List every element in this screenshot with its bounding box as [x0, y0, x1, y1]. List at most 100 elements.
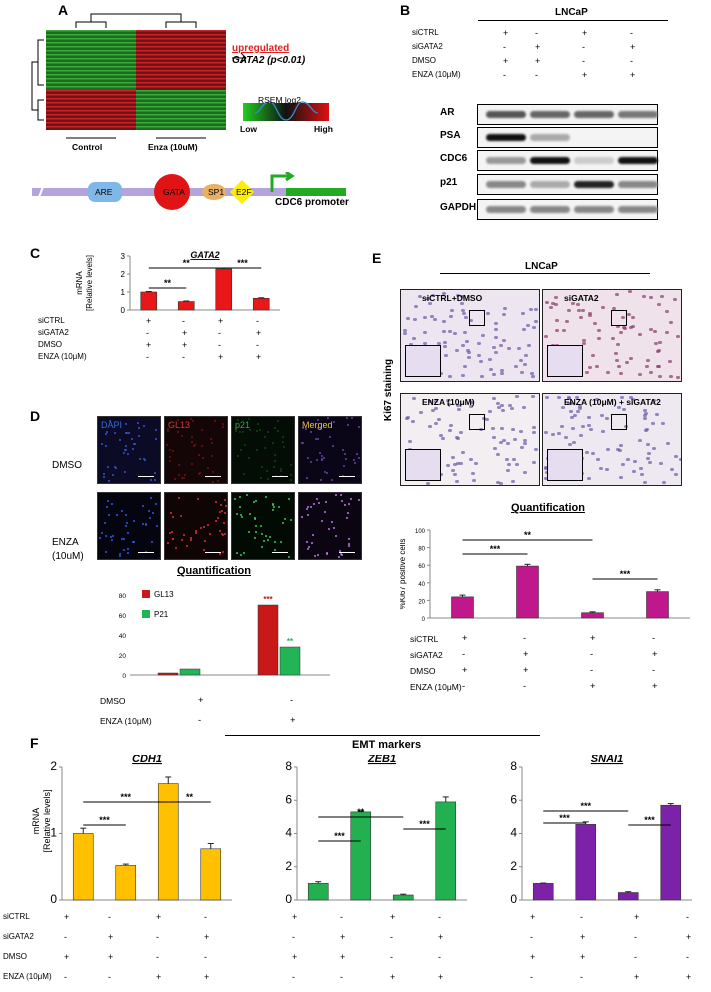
cell-dot	[358, 499, 361, 502]
condition-sign: -	[218, 340, 221, 350]
cell-dot	[142, 457, 145, 460]
cell-dot	[148, 509, 151, 512]
condition-sign: +	[292, 912, 298, 922]
cell-nucleus	[469, 458, 474, 462]
cell-nucleus	[460, 309, 465, 313]
bar	[307, 883, 329, 901]
cell-dot	[108, 480, 111, 483]
cell-dot	[318, 451, 321, 454]
cell-nucleus	[455, 462, 460, 465]
chart-title: CDH1	[132, 755, 162, 765]
cell-dot	[238, 496, 241, 499]
cell-dot	[165, 444, 168, 447]
cell-nucleus	[578, 405, 583, 409]
condition-sign: -	[256, 340, 259, 350]
cell-dot	[223, 533, 226, 536]
cell-nucleus	[596, 457, 601, 461]
cell-nucleus	[604, 467, 609, 471]
cell-nucleus	[492, 397, 497, 401]
cell-nucleus	[499, 440, 504, 444]
condition-label: siCTRL	[3, 912, 30, 921]
blot-strip-psa	[477, 127, 658, 148]
cell-nucleus	[667, 360, 672, 364]
cell-dot	[124, 470, 127, 473]
cell-dot	[125, 522, 128, 525]
cell-nucleus	[557, 395, 562, 399]
condition-sign: +	[686, 972, 692, 982]
cell-dot	[242, 552, 245, 555]
bar	[392, 894, 414, 901]
cell-nucleus	[519, 430, 524, 434]
cell-nucleus	[521, 327, 526, 331]
cell-nucleus	[531, 425, 536, 429]
cell-nucleus	[595, 364, 600, 368]
cell-nucleus	[501, 409, 506, 413]
cell-dot	[248, 418, 251, 421]
cell-nucleus	[562, 329, 567, 333]
cell-nucleus	[569, 409, 574, 413]
cell-nucleus	[665, 310, 670, 314]
bar	[532, 883, 554, 901]
cell-dot	[254, 500, 257, 503]
bar	[177, 301, 195, 311]
scale-bar	[272, 476, 288, 477]
cell-nucleus	[656, 303, 661, 307]
scale-high-label: High	[314, 124, 333, 134]
condition-sign: -	[590, 649, 594, 660]
cell-nucleus	[512, 457, 517, 461]
cell-nucleus	[442, 292, 447, 296]
cell-dot	[266, 538, 269, 541]
cell-nucleus	[523, 362, 528, 366]
snai1-bar-chart: 0 2 4 6 8 *** *** *** SNAI1	[510, 755, 692, 906]
y-tick-label: 0	[422, 617, 426, 623]
cell-dot	[316, 459, 319, 462]
condition-sign: +	[146, 316, 152, 326]
scale-bar	[205, 476, 221, 477]
bar	[157, 783, 179, 901]
cell-dot	[209, 438, 212, 441]
blot-band	[618, 111, 658, 118]
cell-nucleus	[431, 408, 436, 412]
condition-sign: -	[204, 912, 207, 922]
cell-nucleus	[600, 305, 605, 309]
cell-nucleus	[427, 425, 432, 429]
cell-nucleus	[423, 341, 428, 345]
cell-nucleus	[439, 371, 443, 375]
bar	[115, 865, 137, 901]
cell-dot	[171, 531, 174, 534]
condition-sign: -	[535, 70, 538, 80]
cell-dot	[215, 500, 218, 503]
cell-nucleus	[576, 309, 581, 313]
cell-dot	[109, 536, 112, 539]
cell-nucleus	[418, 411, 423, 415]
y-tick-label: 40	[119, 633, 127, 640]
if-image	[97, 492, 161, 560]
cell-dot	[192, 419, 195, 422]
panel-d-quant-title: Quantification	[177, 565, 251, 577]
chart-title: GATA2	[190, 250, 219, 260]
cell-nucleus	[638, 467, 643, 471]
cell-nucleus	[491, 372, 496, 376]
condition-sign: -	[590, 665, 594, 676]
cell-dot	[283, 518, 286, 521]
cell-dot	[248, 429, 251, 432]
condition-sign: +	[218, 352, 224, 362]
cell-nucleus	[481, 333, 486, 337]
cell-dot	[200, 429, 203, 432]
cell-nucleus	[645, 442, 650, 446]
cell-dot	[305, 477, 308, 480]
bar	[575, 824, 597, 901]
cell-nucleus	[621, 408, 626, 412]
cell-nucleus	[594, 397, 599, 401]
cell-dot	[333, 421, 336, 424]
cell-dot	[266, 477, 269, 480]
blot-band	[530, 157, 570, 164]
cell-dot	[211, 480, 214, 483]
cell-dot	[198, 472, 201, 475]
cell-nucleus	[606, 371, 611, 375]
cell-nucleus	[587, 415, 592, 419]
cell-dot	[328, 528, 331, 531]
cell-dot	[221, 426, 224, 429]
cell-nucleus	[578, 433, 583, 437]
